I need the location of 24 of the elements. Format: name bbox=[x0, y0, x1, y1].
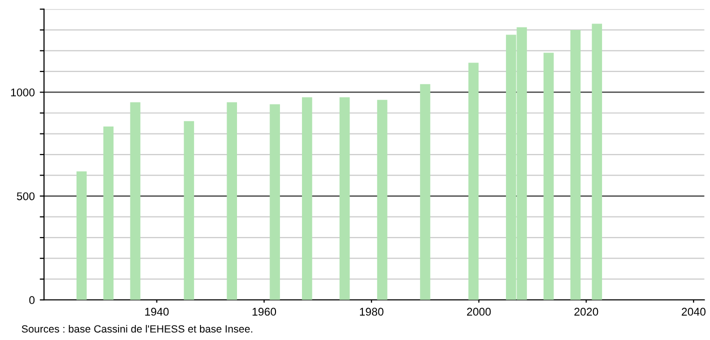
bar bbox=[76, 171, 87, 300]
x-tick-label: 2020 bbox=[574, 308, 598, 316]
x-tick-label: 1960 bbox=[252, 308, 276, 316]
bar bbox=[544, 52, 554, 300]
bar bbox=[226, 102, 238, 300]
bar bbox=[420, 84, 430, 300]
bar bbox=[377, 100, 388, 300]
bar bbox=[103, 126, 114, 300]
bar bbox=[130, 102, 140, 300]
source-note: Sources : base Cassini de l'EHESS et base Insee. bbox=[22, 324, 252, 333]
y-tick-label: 500 bbox=[16, 192, 35, 200]
bar bbox=[302, 97, 312, 300]
x-tick-label: 1940 bbox=[145, 308, 169, 316]
bar bbox=[340, 97, 350, 300]
x-tick-label: 2000 bbox=[467, 308, 491, 316]
x-tick-label: 2040 bbox=[682, 308, 706, 316]
bar bbox=[184, 121, 194, 300]
y-tick-label: 1000 bbox=[11, 88, 35, 96]
bar bbox=[468, 62, 479, 300]
bar bbox=[570, 30, 581, 300]
bar bbox=[592, 24, 602, 300]
x-tick-label: 1980 bbox=[360, 308, 384, 316]
bar bbox=[270, 104, 280, 300]
y-tick-label: 0 bbox=[29, 296, 35, 304]
